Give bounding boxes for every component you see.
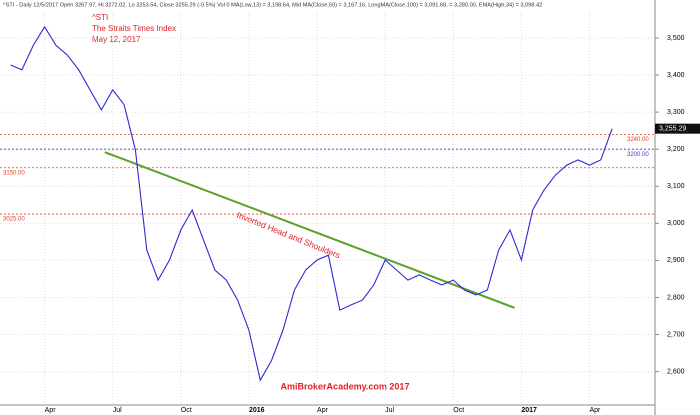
date: May 12, 2017 — [92, 35, 141, 44]
x-tick-label: 2017 — [521, 407, 537, 414]
x-tick-label: Oct — [181, 407, 192, 414]
level-label: 3150.00 — [3, 170, 25, 176]
x-tick-label: Jul — [113, 407, 122, 414]
y-tick-label: 2,700 — [667, 331, 685, 338]
price-line — [10, 25, 613, 382]
x-tick-label: Apr — [317, 407, 329, 414]
last-price-label: 3,255.29 — [659, 126, 686, 133]
y-tick-label: 2,600 — [667, 368, 685, 375]
y-tick-label: 2,800 — [667, 294, 685, 301]
last-price-box — [655, 123, 700, 134]
header: ^STI - Daily 12/5/2017 Open 3267.97, Hi … — [3, 2, 542, 8]
level-label: 3240.00 — [627, 137, 649, 143]
y-tick-label: 2,900 — [667, 257, 685, 264]
x-tick-label: Apr — [589, 407, 601, 414]
chart-title: ^STI — [92, 13, 108, 22]
x-tick-label: Jul — [385, 407, 394, 414]
subtitle: The Straits Times Index — [92, 24, 176, 33]
x-tick-label: Oct — [453, 407, 464, 414]
neckline — [104, 151, 515, 309]
level-label: 3200.00 — [627, 152, 649, 158]
y-tick-label: 3,000 — [667, 220, 685, 227]
x-tick-label: 2016 — [249, 407, 265, 414]
level-label: 3025.00 — [3, 217, 25, 223]
x-tick-label: Apr — [45, 407, 57, 414]
watermark: AmiBrokerAcademy.com 2017 — [281, 381, 410, 391]
y-tick-label: 3,200 — [667, 146, 685, 153]
y-tick-label: 3,100 — [667, 183, 685, 190]
y-tick-label: 3,400 — [667, 72, 685, 79]
y-tick-label: 3,300 — [667, 109, 685, 116]
y-tick-label: 3,500 — [667, 35, 685, 42]
